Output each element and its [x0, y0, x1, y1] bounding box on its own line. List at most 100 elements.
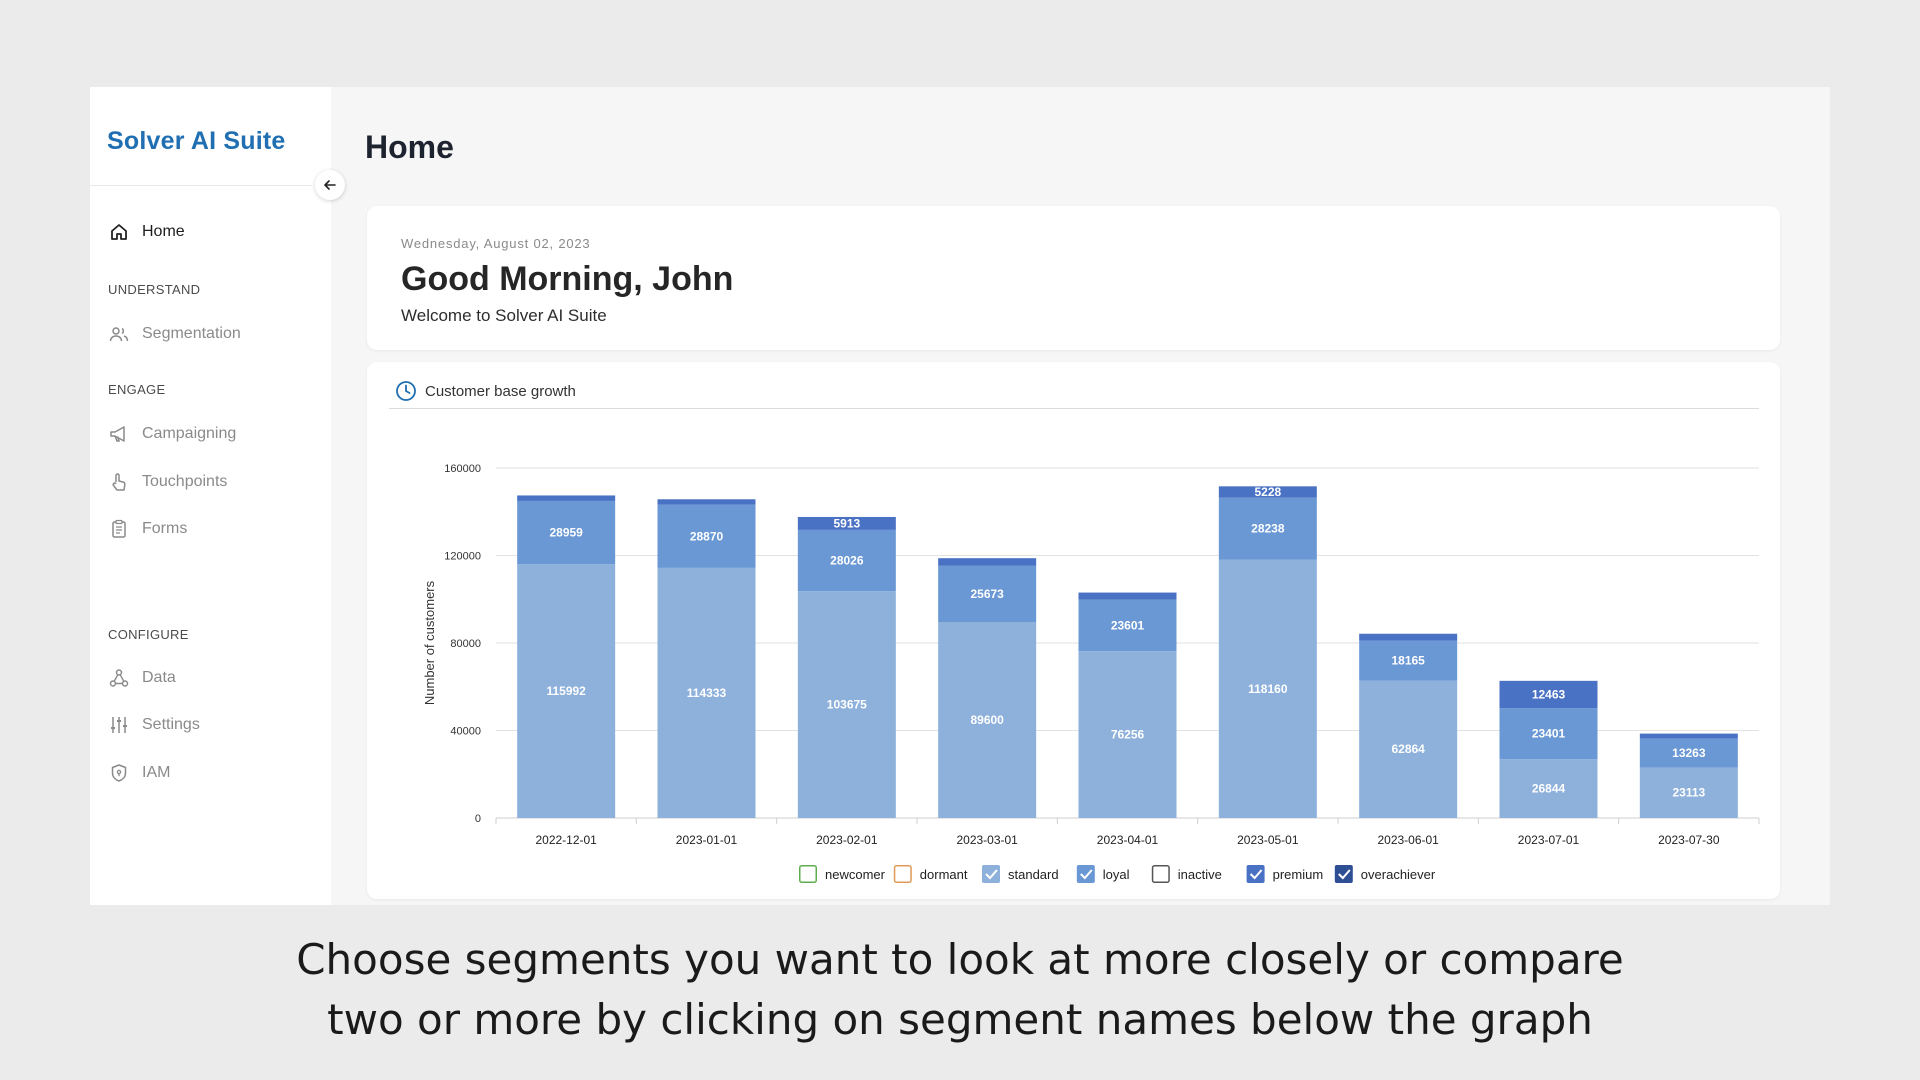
bar-segment-loyal[interactable] — [1639, 738, 1738, 768]
y-tick-label: 120000 — [444, 551, 481, 563]
bar-segment-standard[interactable] — [938, 622, 1037, 818]
bar-value-label: 5228 — [1254, 485, 1281, 499]
bar-segment-standard[interactable] — [1639, 767, 1738, 818]
x-tick-label: 2023-01-01 — [676, 833, 738, 847]
bar-segment-standard[interactable] — [1078, 651, 1177, 818]
x-tick-label: 2023-07-30 — [1658, 833, 1720, 847]
bar-segment-standard[interactable] — [1359, 680, 1458, 818]
bar-segment-standard[interactable] — [797, 591, 896, 818]
shield-icon — [108, 762, 130, 784]
clock-icon — [396, 381, 416, 401]
bar-segment-premium[interactable] — [1499, 680, 1598, 709]
bar-segment-loyal[interactable] — [938, 565, 1037, 622]
sidebar-item-campaigning[interactable]: Campaigning — [108, 423, 236, 445]
bar-value-label: 13263 — [1672, 746, 1706, 760]
caption-line-1: Choose segments you want to look at more… — [296, 935, 1624, 984]
bar-segment-loyal[interactable] — [1218, 497, 1317, 560]
sidebar-item-data[interactable]: Data — [108, 667, 176, 689]
legend-label-overachiever[interactable]: overachiever — [1361, 867, 1436, 882]
data-nodes-icon — [108, 667, 130, 689]
x-tick-label: 2022-12-01 — [535, 833, 597, 847]
megaphone-icon — [108, 423, 130, 445]
bar-segment-premium[interactable] — [1639, 733, 1738, 739]
greeting-title: Good Morning, John — [401, 260, 734, 298]
legend-checkbox-overachiever[interactable] — [1334, 865, 1353, 883]
bar-segment-premium[interactable] — [938, 558, 1037, 566]
bar-value-label: 5913 — [833, 516, 860, 530]
legend-checkbox-premium[interactable] — [1246, 865, 1265, 883]
y-tick-label: 0 — [475, 813, 481, 825]
bar-value-label: 12463 — [1532, 687, 1566, 701]
bar-segment-standard[interactable] — [657, 567, 756, 818]
check-icon — [1249, 869, 1263, 880]
brand-logo[interactable]: Solver AI Suite — [107, 127, 286, 155]
sidebar-item-label: IAM — [142, 764, 171, 781]
sidebar-item-label: Settings — [142, 716, 200, 733]
bar-value-label: 23113 — [1672, 786, 1705, 800]
bar-segment-premium[interactable] — [797, 516, 896, 530]
customer-growth-card: Customer base growth 0 40000 80000 120000 16… — [367, 362, 1780, 899]
legend-checkbox-standard[interactable] — [982, 865, 1000, 883]
legend-label-dormant[interactable]: dormant — [920, 867, 968, 882]
bar-segment-premium[interactable] — [517, 495, 616, 501]
bar-value-label: 28026 — [830, 554, 864, 568]
check-icon — [1080, 869, 1093, 880]
main-content: Home Wednesday, August 02, 2023 Good Mor… — [331, 87, 1830, 905]
bar-segment-loyal[interactable] — [1359, 640, 1458, 681]
users-icon — [108, 323, 130, 345]
chart-title: Customer base growth — [425, 382, 576, 400]
bar-segment-standard[interactable] — [517, 564, 616, 818]
stacked-bar-chart: 0 40000 80000 120000 160000 Number of custome… — [422, 463, 1760, 883]
sidebar-item-home[interactable]: Home — [108, 221, 185, 243]
x-tick-label: 2023-06-01 — [1377, 833, 1439, 847]
bar-segment-loyal[interactable] — [1499, 708, 1598, 760]
bar-segment-premium[interactable] — [1078, 592, 1177, 600]
bar-segment-loyal[interactable] — [797, 529, 896, 592]
sidebar-item-iam[interactable]: IAM — [108, 762, 170, 784]
bar-segment-premium[interactable] — [657, 499, 756, 505]
bar-value-label: 25673 — [970, 587, 1004, 601]
legend-label-standard[interactable]: standard — [1008, 867, 1059, 882]
sidebar-item-touchpoints[interactable]: Touchpoints — [108, 471, 227, 493]
legend-checkbox-newcomer[interactable] — [799, 865, 817, 883]
page-title: Home — [365, 129, 454, 165]
sidebar-item-settings[interactable]: Settings — [108, 714, 200, 736]
bar-segment-loyal[interactable] — [517, 500, 616, 565]
bar-segment-standard[interactable] — [1218, 559, 1317, 818]
collapse-sidebar-button[interactable] — [315, 170, 345, 200]
bar-value-label: 114333 — [687, 686, 727, 700]
caption: Choose segments you want to look at more… — [0, 930, 1920, 1050]
y-tick-label: 40000 — [450, 726, 481, 738]
app-window: Solver AI Suite Home UNDERSTAND Segmenta… — [90, 87, 1830, 905]
bar-value-label: 76256 — [1111, 728, 1145, 742]
x-tick-label: 2023-02-01 — [816, 833, 878, 847]
legend-label-premium[interactable]: premium — [1273, 867, 1324, 882]
sidebar-item-label: Touchpoints — [142, 473, 228, 490]
legend-checkbox-dormant[interactable] — [893, 865, 912, 883]
bar-segment-standard[interactable] — [1499, 759, 1598, 818]
sidebar-item-label: Forms — [142, 520, 188, 537]
y-axis-label: Number of customers — [422, 580, 437, 705]
legend-checkbox-loyal[interactable] — [1076, 865, 1095, 883]
bar-value-label: 28870 — [690, 529, 724, 543]
section-engage: ENGAGE — [108, 382, 166, 397]
greeting-subtitle: Welcome to Solver AI Suite — [401, 306, 607, 325]
legend-label-newcomer[interactable]: newcomer — [825, 867, 886, 882]
bar-value-label: 23601 — [1111, 618, 1145, 632]
sidebar-item-forms[interactable]: Forms — [108, 518, 187, 540]
section-configure: CONFIGURE — [108, 627, 189, 642]
bar-segment-premium[interactable] — [1359, 633, 1458, 641]
sidebar: Solver AI Suite Home UNDERSTAND Segmenta… — [90, 87, 345, 905]
bar-value-label: 118160 — [1248, 682, 1288, 696]
bar-segment-loyal[interactable] — [1078, 599, 1177, 652]
legend-label-loyal[interactable]: loyal — [1103, 867, 1130, 882]
bar-segment-loyal[interactable] — [657, 504, 756, 568]
bar-segment-premium[interactable] — [1218, 486, 1317, 498]
sidebar-item-segmentation[interactable]: Segmentation — [108, 323, 241, 345]
clipboard-icon — [108, 518, 130, 540]
legend-label-inactive[interactable]: inactive — [1178, 867, 1222, 882]
check-icon — [1338, 869, 1351, 880]
legend-checkbox-inactive[interactable] — [1151, 865, 1170, 883]
chart-header: Customer base growth — [395, 380, 576, 402]
y-tick-label: 160000 — [444, 463, 481, 475]
